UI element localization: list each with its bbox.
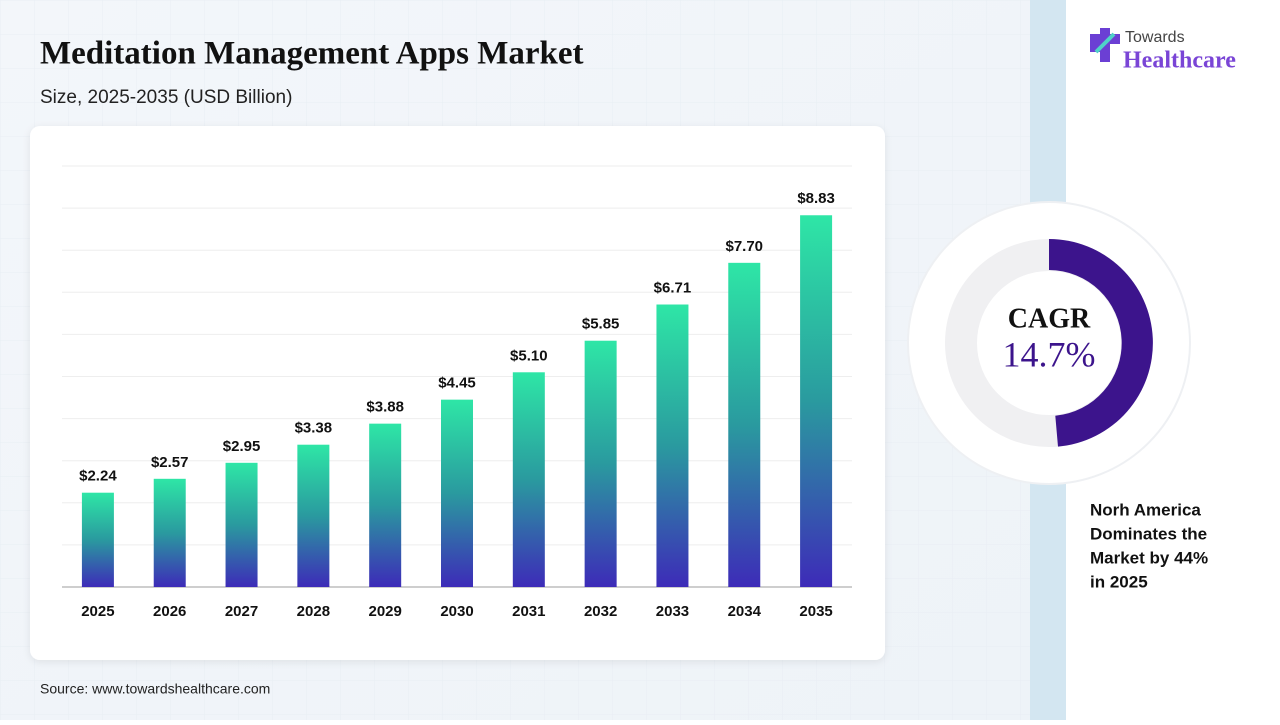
x-tick-label: 2025 [81, 603, 114, 620]
bar [512, 372, 545, 587]
value-label: $3.38 [295, 420, 333, 437]
note-line: Dominates the [1090, 524, 1207, 543]
value-label: $2.57 [151, 454, 189, 471]
plot: $2.24 2025 $2.57 2026 $2.95 2027 $3.38 2028 $3.8… [62, 165, 852, 620]
donut-arc [1049, 239, 1153, 447]
value-label: $5.10 [510, 347, 548, 364]
cagr-value: 14.7% [1003, 334, 1096, 374]
x-tick-label: 2027 [225, 603, 258, 620]
bar [441, 399, 473, 587]
bar [369, 423, 402, 587]
bar [800, 215, 833, 587]
logo-line1: Towards [1125, 29, 1185, 46]
bar [584, 340, 617, 587]
x-tick-label: 2031 [512, 603, 545, 620]
source: Source: www.towardshealthcare.com [40, 681, 270, 697]
bar [225, 462, 258, 587]
value-label: $2.95 [223, 438, 261, 455]
cagr-label: CAGR [1008, 303, 1091, 334]
x-tick-label: 2034 [728, 603, 762, 620]
value-label: $8.83 [797, 190, 835, 207]
x-tick-label: 2030 [440, 603, 473, 620]
note-line: in 2025 [1090, 572, 1148, 591]
note-line: Market by 44% [1090, 548, 1208, 567]
value-label: $2.24 [79, 468, 117, 485]
logo: Towards Healthcare [1090, 28, 1236, 74]
title: Meditation Management Apps Market [40, 36, 584, 72]
x-tick-label: 2032 [584, 603, 617, 620]
value-label: $7.70 [725, 238, 763, 255]
bar [297, 444, 330, 587]
x-tick-label: 2033 [656, 603, 689, 620]
value-label: $4.45 [438, 375, 476, 392]
logo-icon-accent [1094, 32, 1116, 54]
x-tick-label: 2035 [799, 603, 832, 620]
note: Norh America Dominates the Market by 44% in… [1090, 500, 1208, 591]
value-label: $5.85 [582, 316, 620, 333]
bar [153, 478, 186, 587]
bar [728, 262, 761, 587]
subtitle: Size, 2025-2035 (USD Billion) [40, 87, 292, 108]
x-tick-label: 2026 [153, 603, 186, 620]
note-line: Norh America [1090, 500, 1201, 519]
logo-line2: Healthcare [1123, 48, 1236, 74]
x-tick-label: 2028 [297, 603, 330, 620]
bar [81, 492, 114, 587]
value-label: $6.71 [654, 279, 692, 296]
bar [656, 304, 689, 587]
x-tick-label: 2029 [368, 603, 401, 620]
value-label: $3.88 [366, 399, 404, 416]
